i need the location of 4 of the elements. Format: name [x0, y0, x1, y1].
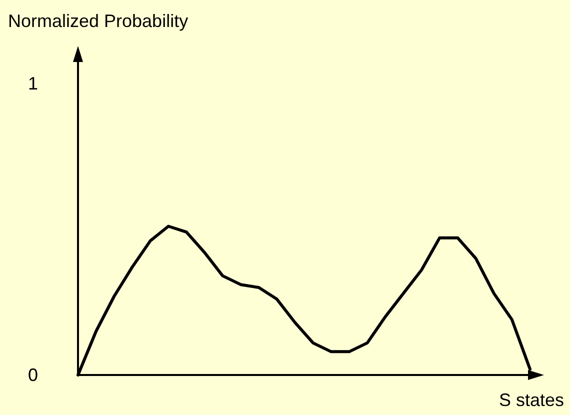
y-tick-label: 0	[28, 365, 38, 385]
x-axis-title: S states	[498, 390, 564, 410]
y-axis-title: Normalized Probability	[8, 11, 188, 31]
y-tick-label: 1	[28, 73, 38, 94]
